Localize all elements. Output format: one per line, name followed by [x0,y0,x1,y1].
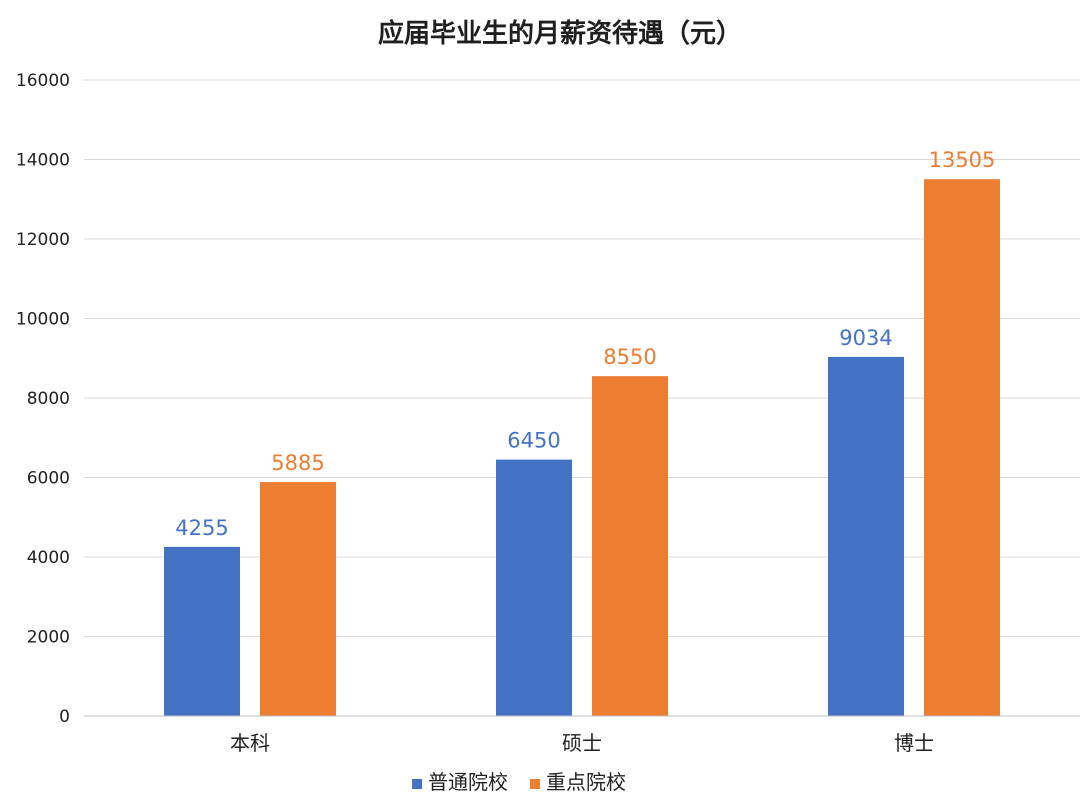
chart-title: 应届毕业生的月薪资待遇（元） [378,18,742,49]
y-tick-label-1: 2000 [27,628,70,648]
data-label-2-0: 9034 [839,326,892,350]
data-labels: 4255 5885 6450 8550 9034 13505 [175,148,995,540]
y-tick-label-6: 12000 [16,230,70,250]
bar-0-1 [260,482,336,716]
legend-swatch-1 [530,779,540,789]
y-axis-tick-labels: 0 2000 4000 6000 8000 10000 12000 14000 16000 [16,71,70,727]
x-category-label-0: 本科 [230,731,270,755]
y-tick-label-8: 16000 [16,71,70,91]
x-category-label-1: 硕士 [562,731,602,755]
legend-label-1: 重点院校 [546,770,626,794]
bar-2-0 [828,356,904,716]
x-category-label-2: 博士 [894,731,934,755]
bar-0-0 [164,546,240,716]
bar-1-0 [496,459,572,716]
legend-swatch-0 [412,779,422,789]
y-tick-label-4: 8000 [27,389,70,409]
data-label-2-1: 13505 [929,148,996,172]
y-tick-label-5: 10000 [16,310,70,330]
x-axis-category-labels: 本科 硕士 博士 [230,731,934,755]
data-label-1-1: 8550 [603,345,656,369]
legend-label-0: 普通院校 [428,770,508,794]
y-tick-label-0: 0 [59,707,70,727]
grid-lines [84,79,1080,637]
bars [164,179,1000,716]
data-label-0-1: 5885 [271,451,324,475]
data-label-0-0: 4255 [175,516,228,540]
legend: 普通院校 重点院校 [412,770,626,794]
data-label-1-0: 6450 [507,429,560,453]
y-tick-label-2: 4000 [27,548,70,568]
bar-2-1 [924,179,1000,716]
y-tick-label-3: 6000 [27,469,70,489]
bar-1-1 [592,376,668,716]
y-tick-label-7: 14000 [16,151,70,171]
